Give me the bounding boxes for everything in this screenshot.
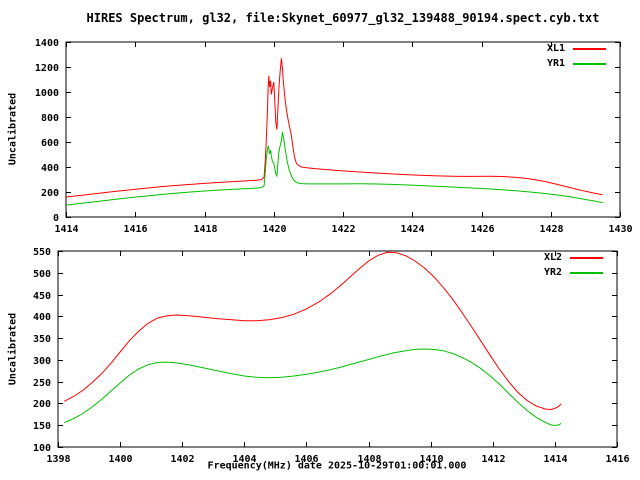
x-tick-label: 1416: [123, 224, 147, 235]
series-yr1-line: [65, 131, 603, 206]
y-tick-label: 350: [33, 334, 51, 345]
y-tick-label: 200: [41, 188, 59, 199]
top-legend: XL1 YR1: [535, 41, 606, 71]
bottom-legend: XL2 YR2: [532, 250, 603, 280]
x-tick-label: 1398: [46, 454, 70, 465]
y-tick-label: 1400: [35, 38, 59, 49]
y-tick-label: 600: [41, 138, 59, 149]
top-panel: 1414 1416 1418 1420 1422 1424 1426 1428 1430 0 200…: [35, 38, 633, 235]
x-tick-label: 1408: [357, 454, 381, 465]
y-tick-label: 100: [33, 443, 51, 454]
series-xl1-line: [65, 58, 603, 198]
x-axis-label: Frequency(MHz) date 2025-10-29T01:00:01.…: [207, 460, 467, 472]
bottom-y-axis-label: Uncalibrated: [7, 312, 19, 386]
x-tick-label: 1404: [232, 454, 256, 465]
y-tick-label: 550: [33, 247, 51, 258]
x-tick-label: 1400: [108, 454, 132, 465]
y-tick-label: 200: [33, 399, 51, 410]
x-tick-label: 1414: [54, 224, 78, 235]
legend-entry-yr2: YR2: [532, 265, 603, 280]
x-tick-label: 1412: [481, 454, 505, 465]
legend-label-yr1: YR1: [546, 58, 565, 69]
bottom-panel: 1398 1400 1402 1404 1406 1408 1410 1412 1414 1416…: [33, 247, 630, 465]
legend-label-xl2: XL2: [543, 252, 562, 263]
y-tick-label: 1000: [35, 88, 59, 99]
chart-title: HIRES Spectrum, gl32, file:Skynet_60977_…: [86, 11, 600, 25]
x-tick-label: 1420: [262, 224, 286, 235]
series-xl2-line: [63, 251, 562, 411]
y-tick-label: 400: [33, 312, 51, 323]
legend-line-sample-yr1: [573, 62, 606, 65]
y-tick-label: 1200: [35, 63, 59, 74]
y-tick-label: 0: [53, 213, 59, 224]
y-tick-label: 450: [33, 291, 51, 302]
x-tick-label: 1426: [470, 224, 494, 235]
y-tick-label: 250: [33, 378, 51, 389]
y-tick-label: 800: [41, 113, 59, 124]
plot-border: [57, 250, 618, 448]
legend-label-yr2: YR2: [543, 267, 562, 278]
legend-entry-yr1: YR1: [535, 56, 606, 71]
y-tick-label: 400: [41, 163, 59, 174]
legend-entry-xl1: XL1: [535, 41, 606, 56]
x-tick-label: 1402: [170, 454, 194, 465]
x-tick-label: 1410: [419, 454, 443, 465]
x-tick-label: 1414: [543, 454, 567, 465]
x-tick-label: 1422: [331, 224, 355, 235]
legend-label-xl1: XL1: [546, 43, 565, 54]
legend-line-sample-yr2: [570, 271, 603, 274]
series-yr2-line: [64, 348, 562, 426]
legend-line-sample-xl2: [570, 256, 603, 259]
legend-entry-xl2: XL2: [532, 250, 603, 265]
x-tick-label: 1428: [539, 224, 563, 235]
legend-line-sample-xl1: [573, 47, 606, 50]
x-tick-label: 1430: [608, 224, 632, 235]
y-tick-label: 300: [33, 356, 51, 367]
x-tick-label: 1424: [400, 224, 424, 235]
y-tick-label: 150: [33, 421, 51, 432]
x-tick-label: 1406: [294, 454, 318, 465]
top-y-axis-label: Uncalibrated: [7, 92, 19, 166]
x-tick-label: 1416: [605, 454, 629, 465]
y-tick-label: 500: [33, 269, 51, 280]
x-tick-label: 1418: [193, 224, 217, 235]
